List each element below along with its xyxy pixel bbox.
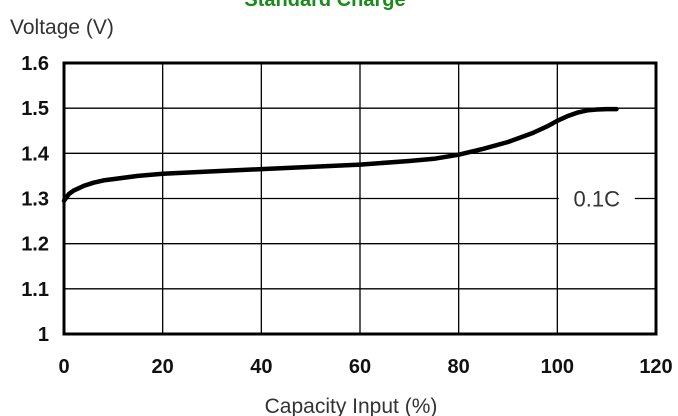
y-tick-label-1-5: 1.5 xyxy=(21,98,49,120)
x-tick-label-60: 60 xyxy=(349,356,371,378)
y-tick-label-1-4: 1.4 xyxy=(21,143,50,165)
series-annotation-0-1c: 0.1C xyxy=(574,187,621,212)
x-tick-label-100: 100 xyxy=(541,356,574,378)
grid-lines xyxy=(64,63,656,334)
chart-title: Standard Charge xyxy=(244,0,405,11)
y-axis-title: Voltage (V) xyxy=(10,16,114,39)
x-tick-labels: 0 20 40 60 80 100 120 xyxy=(58,356,672,378)
plot-frame xyxy=(62,61,658,336)
x-tick-label-20: 20 xyxy=(152,356,174,378)
x-axis-title: Capacity Input (%) xyxy=(265,395,438,416)
series-layer xyxy=(61,106,619,204)
y-tick-label-1-6: 1.6 xyxy=(21,53,49,75)
y-tick-label-1: 1 xyxy=(38,324,49,346)
y-tick-label-1-1: 1.1 xyxy=(21,279,49,301)
annotation-background xyxy=(558,178,635,225)
x-tick-label-80: 80 xyxy=(448,356,470,378)
y-tick-label-1-2: 1.2 xyxy=(21,234,49,256)
x-tick-label-120: 120 xyxy=(639,356,672,378)
y-tick-labels: 1 1.1 1.2 1.3 1.4 1.5 1.6 xyxy=(21,53,50,346)
x-tick-label-40: 40 xyxy=(250,356,272,378)
y-tick-label-1-3: 1.3 xyxy=(21,189,49,211)
x-tick-label-0: 0 xyxy=(58,356,69,378)
series-line-0-1c xyxy=(61,106,619,204)
